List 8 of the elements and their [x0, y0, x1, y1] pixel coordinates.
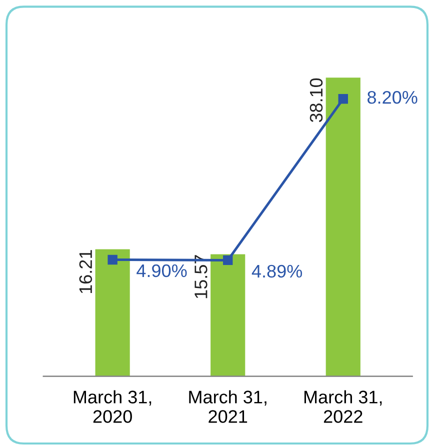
- x-tick-label: March 31, 2021: [189, 390, 266, 423]
- data-label: 4.90%: [136, 264, 187, 278]
- data-label: 38.10: [310, 78, 323, 122]
- data-label: 8.20%: [368, 90, 418, 104]
- x-tick-label: March 31, 2020: [74, 390, 152, 423]
- data-label: 16.21: [79, 250, 92, 294]
- data-label: 4.89%: [252, 264, 302, 278]
- x-tick-label: March 31, 2022: [304, 390, 382, 423]
